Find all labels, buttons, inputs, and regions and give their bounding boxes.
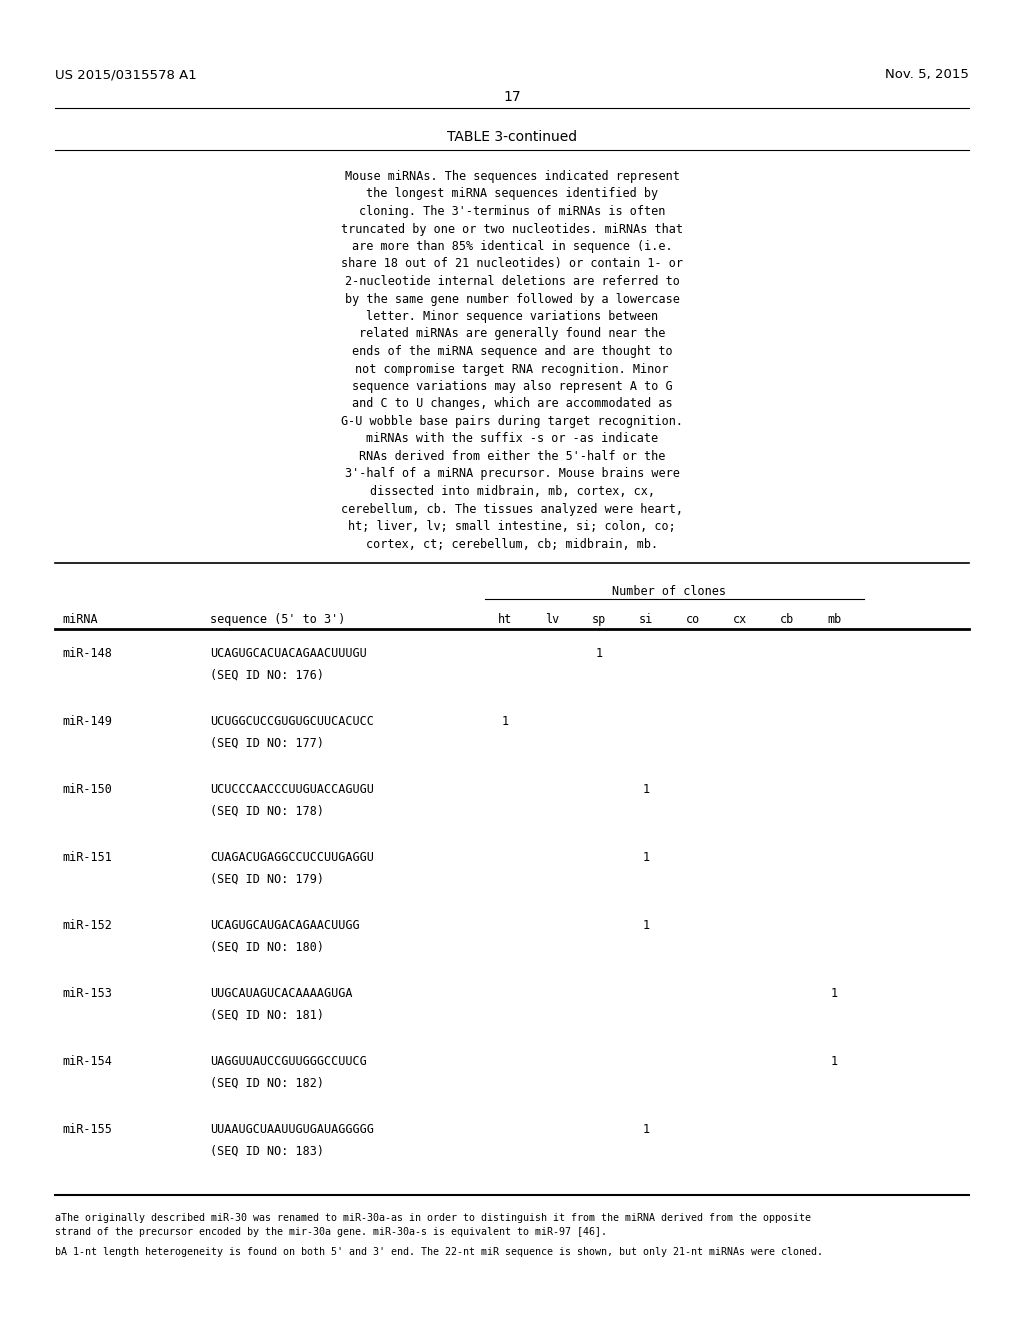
Text: miR-153: miR-153 bbox=[62, 987, 112, 1001]
Text: (SEQ ID NO: 178): (SEQ ID NO: 178) bbox=[210, 805, 324, 818]
Text: cloning. The 3'-terminus of miRNAs is often: cloning. The 3'-terminus of miRNAs is of… bbox=[358, 205, 666, 218]
Text: miR-155: miR-155 bbox=[62, 1123, 112, 1137]
Text: (SEQ ID NO: 177): (SEQ ID NO: 177) bbox=[210, 737, 324, 750]
Text: cx: cx bbox=[733, 612, 748, 626]
Text: the longest miRNA sequences identified by: the longest miRNA sequences identified b… bbox=[366, 187, 658, 201]
Text: 2-nucleotide internal deletions are referred to: 2-nucleotide internal deletions are refe… bbox=[344, 275, 680, 288]
Text: 1: 1 bbox=[830, 1055, 838, 1068]
Text: Nov. 5, 2015: Nov. 5, 2015 bbox=[885, 69, 969, 81]
Text: Mouse miRNAs. The sequences indicated represent: Mouse miRNAs. The sequences indicated re… bbox=[344, 170, 680, 183]
Text: 1: 1 bbox=[642, 1123, 649, 1137]
Text: miR-149: miR-149 bbox=[62, 715, 112, 729]
Text: lv: lv bbox=[545, 612, 559, 626]
Text: 1: 1 bbox=[642, 919, 649, 932]
Text: (SEQ ID NO: 182): (SEQ ID NO: 182) bbox=[210, 1077, 324, 1090]
Text: strand of the precursor encoded by the mir-30a gene. miR-30a-s is equivalent to : strand of the precursor encoded by the m… bbox=[55, 1228, 607, 1237]
Text: not compromise target RNA recognition. Minor: not compromise target RNA recognition. M… bbox=[355, 363, 669, 375]
Text: sp: sp bbox=[592, 612, 606, 626]
Text: UCAGUGCACUACAGAACUUUGU: UCAGUGCACUACAGAACUUUGU bbox=[210, 647, 367, 660]
Text: miR-151: miR-151 bbox=[62, 851, 112, 865]
Text: (SEQ ID NO: 183): (SEQ ID NO: 183) bbox=[210, 1144, 324, 1158]
Text: sequence (5' to 3'): sequence (5' to 3') bbox=[210, 612, 345, 626]
Text: (SEQ ID NO: 180): (SEQ ID NO: 180) bbox=[210, 941, 324, 954]
Text: UCUCCCAACCCUUGUACCAGUGU: UCUCCCAACCCUUGUACCAGUGU bbox=[210, 783, 374, 796]
Text: and C to U changes, which are accommodated as: and C to U changes, which are accommodat… bbox=[351, 397, 673, 411]
Text: UUGCAUAGUCACAAAAGUGA: UUGCAUAGUCACAAAAGUGA bbox=[210, 987, 352, 1001]
Text: cerebellum, cb. The tissues analyzed were heart,: cerebellum, cb. The tissues analyzed wer… bbox=[341, 503, 683, 516]
Text: 1: 1 bbox=[830, 987, 838, 1001]
Text: miRNAs with the suffix -s or -as indicate: miRNAs with the suffix -s or -as indicat… bbox=[366, 433, 658, 446]
Text: sequence variations may also represent A to G: sequence variations may also represent A… bbox=[351, 380, 673, 393]
Text: mb: mb bbox=[826, 612, 841, 626]
Text: miR-154: miR-154 bbox=[62, 1055, 112, 1068]
Text: 1: 1 bbox=[595, 647, 602, 660]
Text: UCAGUGCAUGACAGAACUUGG: UCAGUGCAUGACAGAACUUGG bbox=[210, 919, 359, 932]
Text: Number of clones: Number of clones bbox=[612, 585, 726, 598]
Text: G-U wobble base pairs during target recognition.: G-U wobble base pairs during target reco… bbox=[341, 414, 683, 428]
Text: share 18 out of 21 nucleotides) or contain 1- or: share 18 out of 21 nucleotides) or conta… bbox=[341, 257, 683, 271]
Text: CUAGACUGAGGCCUCCUUGAGGU: CUAGACUGAGGCCUCCUUGAGGU bbox=[210, 851, 374, 865]
Text: 1: 1 bbox=[642, 783, 649, 796]
Text: 1: 1 bbox=[502, 715, 509, 729]
Text: ht: ht bbox=[498, 612, 512, 626]
Text: miR-148: miR-148 bbox=[62, 647, 112, 660]
Text: dissected into midbrain, mb, cortex, cx,: dissected into midbrain, mb, cortex, cx, bbox=[370, 484, 654, 498]
Text: co: co bbox=[686, 612, 700, 626]
Text: truncated by one or two nucleotides. miRNAs that: truncated by one or two nucleotides. miR… bbox=[341, 223, 683, 235]
Text: related miRNAs are generally found near the: related miRNAs are generally found near … bbox=[358, 327, 666, 341]
Text: miRNA: miRNA bbox=[62, 612, 97, 626]
Text: miR-152: miR-152 bbox=[62, 919, 112, 932]
Text: ends of the miRNA sequence and are thought to: ends of the miRNA sequence and are thoug… bbox=[351, 345, 673, 358]
Text: RNAs derived from either the 5'-half or the: RNAs derived from either the 5'-half or … bbox=[358, 450, 666, 463]
Text: cortex, ct; cerebellum, cb; midbrain, mb.: cortex, ct; cerebellum, cb; midbrain, mb… bbox=[366, 537, 658, 550]
Text: UCUGGCUCCGUGUGCUUCACUCC: UCUGGCUCCGUGUGCUUCACUCC bbox=[210, 715, 374, 729]
Text: UAGGUUAUCCGUUGGGCCUUCG: UAGGUUAUCCGUUGGGCCUUCG bbox=[210, 1055, 367, 1068]
Text: 17: 17 bbox=[503, 90, 521, 104]
Text: (SEQ ID NO: 181): (SEQ ID NO: 181) bbox=[210, 1008, 324, 1022]
Text: 3'-half of a miRNA precursor. Mouse brains were: 3'-half of a miRNA precursor. Mouse brai… bbox=[344, 467, 680, 480]
Text: miR-150: miR-150 bbox=[62, 783, 112, 796]
Text: letter. Minor sequence variations between: letter. Minor sequence variations betwee… bbox=[366, 310, 658, 323]
Text: ht; liver, lv; small intestine, si; colon, co;: ht; liver, lv; small intestine, si; colo… bbox=[348, 520, 676, 533]
Text: (SEQ ID NO: 179): (SEQ ID NO: 179) bbox=[210, 873, 324, 886]
Text: bA 1-nt length heterogeneity is found on both 5' and 3' end. The 22-nt miR seque: bA 1-nt length heterogeneity is found on… bbox=[55, 1247, 823, 1257]
Text: cb: cb bbox=[780, 612, 795, 626]
Text: UUAAUGCUAAUUGUGAUAGGGGG: UUAAUGCUAAUUGUGAUAGGGGG bbox=[210, 1123, 374, 1137]
Text: are more than 85% identical in sequence (i.e.: are more than 85% identical in sequence … bbox=[351, 240, 673, 253]
Text: by the same gene number followed by a lowercase: by the same gene number followed by a lo… bbox=[344, 293, 680, 305]
Text: aThe originally described miR-30 was renamed to miR-30a-as in order to distingui: aThe originally described miR-30 was ren… bbox=[55, 1213, 811, 1224]
Text: (SEQ ID NO: 176): (SEQ ID NO: 176) bbox=[210, 669, 324, 682]
Text: TABLE 3-continued: TABLE 3-continued bbox=[446, 129, 578, 144]
Text: US 2015/0315578 A1: US 2015/0315578 A1 bbox=[55, 69, 197, 81]
Text: si: si bbox=[639, 612, 653, 626]
Text: 1: 1 bbox=[642, 851, 649, 865]
